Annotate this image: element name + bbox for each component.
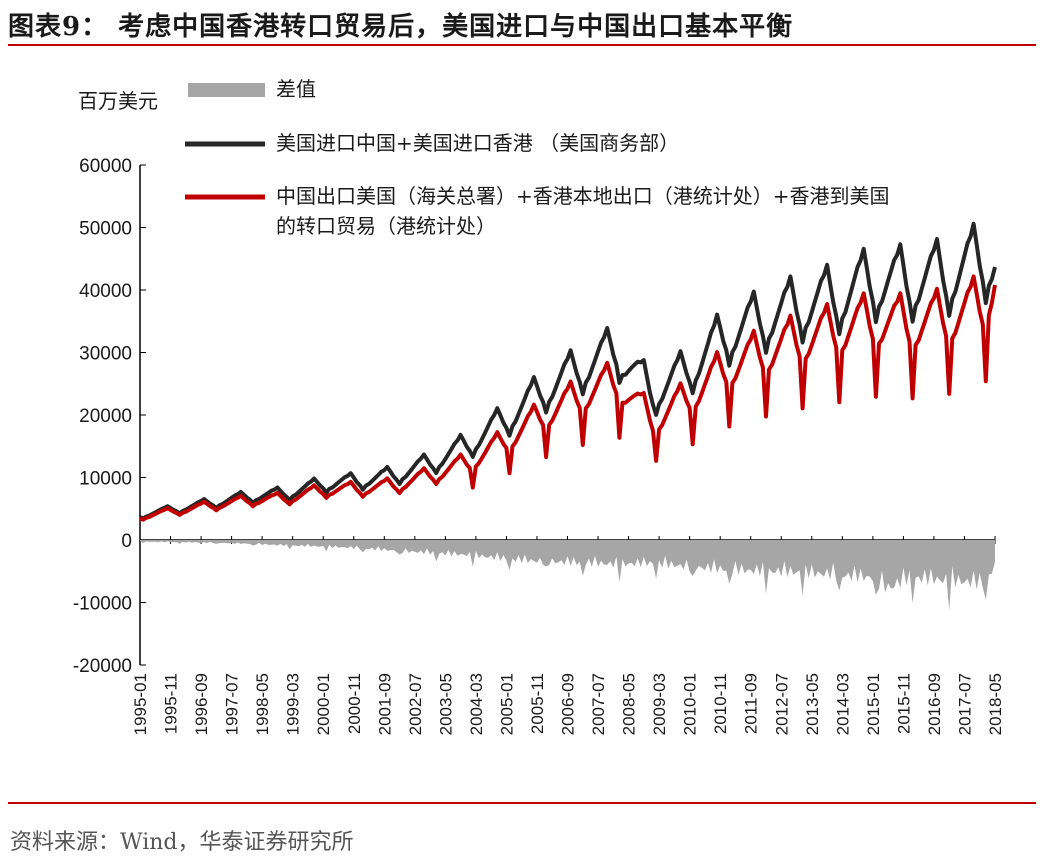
x-tick-label: 1996-09: [192, 673, 211, 735]
chart-title: 图表9： 考虑中国香港转口贸易后，美国进口与中国出口基本平衡: [8, 12, 794, 42]
legend-label-difference: 差值: [276, 77, 316, 101]
x-tick-label: 2001-09: [375, 673, 394, 735]
x-tick-label: 1998-05: [253, 673, 272, 735]
x-tick-label: 2005-11: [528, 673, 547, 734]
source-note: 资料来源：Wind，华泰证券研究所: [10, 830, 354, 855]
legend-label-china-exports: 中国出口美国（海关总署）+香港本地出口（港统计处）+香港到美国的转口贸易（港统计…: [276, 184, 890, 238]
y-tick-label: 20000: [79, 406, 132, 427]
x-tick-label: 2008-05: [620, 673, 639, 735]
x-tick-label: 1999-03: [284, 673, 303, 735]
plot-area: [139, 221, 997, 611]
legend-label-us-imports: 美国进口中国+美国进口香港 （美国商务部）: [276, 131, 679, 155]
x-tick-label: 1995-11: [162, 673, 181, 734]
x-tick-label: 2002-07: [406, 673, 425, 735]
x-tick-label: 2018-05: [986, 673, 1005, 735]
x-tick-label: 2012-07: [772, 673, 791, 735]
x-tick-label: 2014-03: [833, 673, 852, 735]
series-difference-area: [140, 540, 995, 611]
x-tick-label: 2013-05: [803, 673, 822, 735]
x-tick-label: 2015-11: [894, 673, 913, 734]
x-tick-label: 2004-03: [467, 673, 486, 735]
y-tick-label: 50000: [79, 219, 132, 240]
x-tick-label: 2017-07: [955, 673, 974, 735]
x-axis: 1995-01 1995-11 1996-09 1997-07 1998-05 1999-…: [131, 536, 1005, 735]
y-tick-label: 0: [121, 531, 132, 552]
x-tick-label: 2006-09: [559, 673, 578, 735]
y-axis: 60000 50000 40000 30000 20000 10000 0 -10000 -20…: [73, 156, 146, 677]
x-tick-label: 2011-09: [742, 673, 761, 734]
x-tick-label: 1995-01: [131, 673, 150, 735]
y-tick-label: -10000: [73, 594, 132, 615]
x-tick-label: 2000-11: [345, 673, 364, 734]
title-divider: [8, 44, 1036, 46]
x-tick-label: 2016-09: [925, 673, 944, 735]
y-tick-label: -20000: [73, 656, 132, 677]
x-tick-label: 2010-01: [681, 673, 700, 735]
x-tick-label: 1997-07: [223, 673, 242, 735]
x-tick-label: 2010-11: [711, 673, 730, 734]
y-tick-label: 30000: [79, 344, 132, 365]
x-tick-label: 2003-05: [436, 673, 455, 735]
y-tick-label: 60000: [79, 156, 132, 177]
footer-divider: [8, 802, 1036, 804]
x-tick-label: 2005-01: [497, 673, 516, 735]
y-unit-label: 百万美元: [78, 89, 158, 113]
series-us-imports-line: [139, 221, 997, 521]
x-tick-label: 2009-03: [650, 673, 669, 735]
x-tick-label: 2000-01: [314, 673, 333, 735]
series-china-exports-line: [139, 274, 997, 522]
legend-label-line: 的转口贸易（港统计处）: [276, 214, 496, 238]
legend-label-line: 中国出口美国（海关总署）+香港本地出口（港统计处）+香港到美国: [276, 184, 890, 208]
x-tick-label: 2007-07: [589, 673, 608, 735]
y-tick-label: 40000: [79, 281, 132, 302]
y-tick-label: 10000: [79, 469, 132, 490]
x-tick-label: 2015-01: [864, 673, 883, 735]
